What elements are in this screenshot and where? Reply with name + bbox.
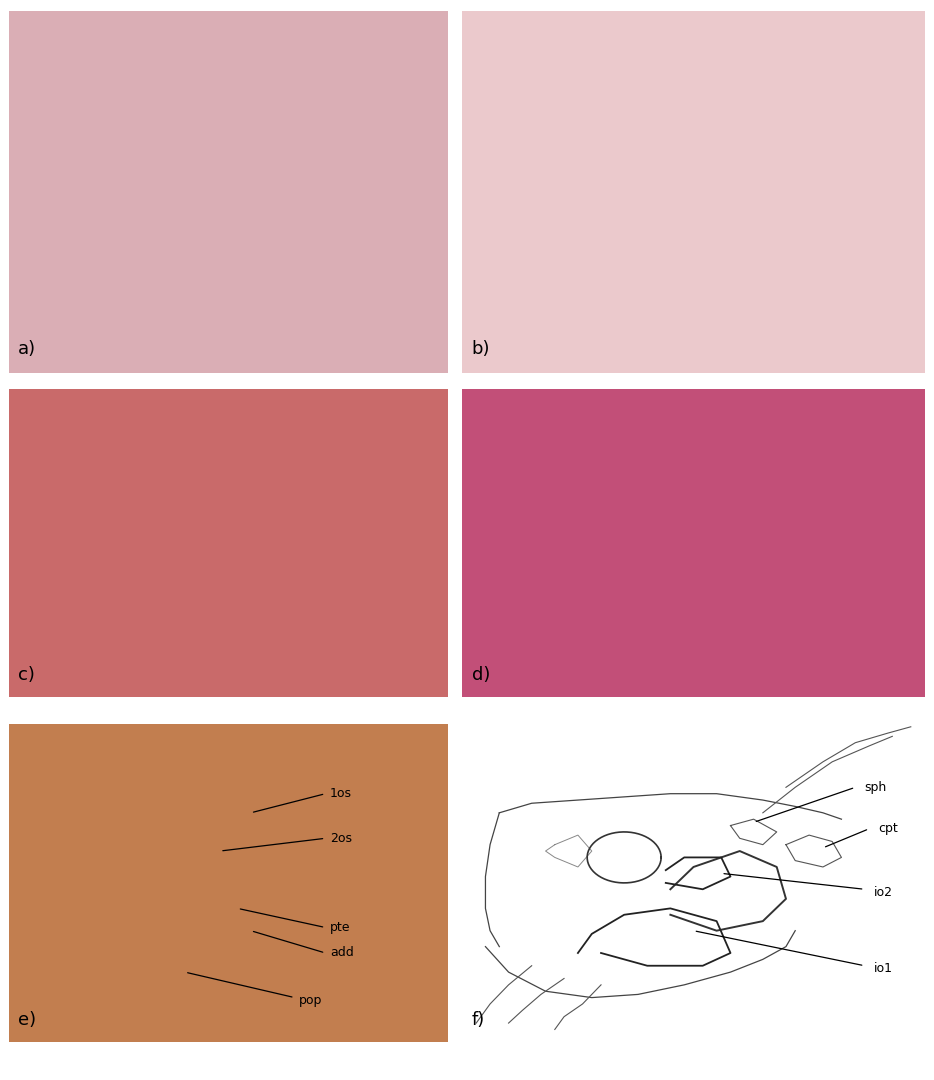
Text: 2os: 2os: [330, 832, 352, 845]
Text: add: add: [330, 946, 354, 959]
Text: f): f): [472, 1012, 485, 1029]
Text: a): a): [18, 340, 36, 359]
Text: d): d): [472, 666, 490, 685]
Text: e): e): [18, 1012, 36, 1029]
Text: c): c): [18, 666, 35, 685]
FancyBboxPatch shape: [9, 11, 448, 373]
Text: io1: io1: [874, 962, 893, 975]
Text: b): b): [472, 340, 490, 359]
Text: pte: pte: [330, 921, 350, 934]
FancyBboxPatch shape: [9, 724, 448, 1042]
Text: 1os: 1os: [330, 787, 352, 800]
Text: io2: io2: [874, 886, 893, 899]
Text: pop: pop: [299, 995, 322, 1008]
FancyBboxPatch shape: [9, 389, 448, 697]
Text: sph: sph: [865, 781, 886, 794]
FancyBboxPatch shape: [462, 389, 925, 697]
FancyBboxPatch shape: [462, 11, 925, 373]
Text: cpt: cpt: [878, 822, 899, 835]
